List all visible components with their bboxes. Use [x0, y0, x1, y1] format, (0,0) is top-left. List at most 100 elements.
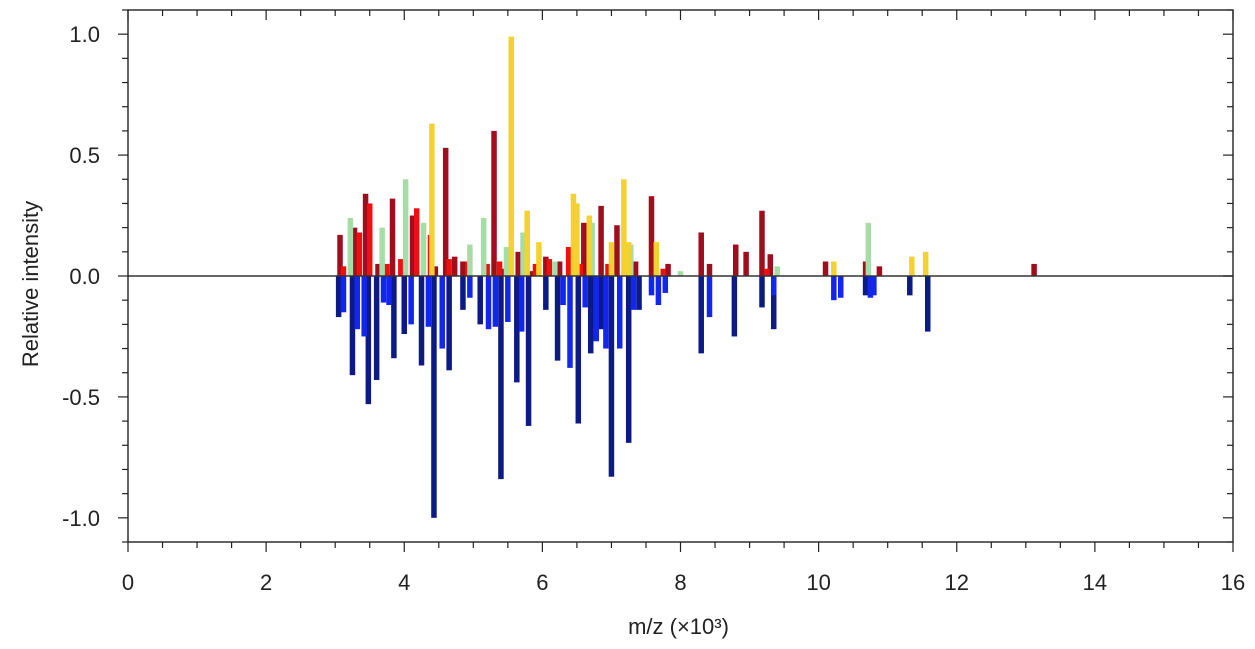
spectrum-bar	[822, 261, 829, 276]
spectrum-bar	[408, 276, 414, 325]
spectrum-bar	[865, 222, 872, 276]
spectrum-bar	[409, 215, 416, 276]
spectrum-bar	[862, 261, 869, 276]
spectrum-bar	[361, 276, 367, 337]
spectrum-bar	[366, 203, 373, 276]
spectrum-bar	[384, 263, 390, 276]
spectrum-bar	[759, 276, 765, 308]
x-tick-label: 6	[536, 570, 548, 595]
y-tick-label: 0.5	[69, 143, 100, 168]
spectrum-bar	[386, 276, 392, 306]
spectrum-bar	[402, 179, 409, 276]
spectrum-bar	[401, 276, 407, 335]
spectrum-bar	[347, 217, 354, 276]
spectrum-bar	[354, 276, 361, 330]
spectrum-bar	[432, 266, 439, 276]
spectrum-bar	[593, 276, 599, 342]
spectrum-bar	[442, 147, 449, 276]
spectrum-bar	[770, 276, 777, 330]
spectrum-bar	[429, 123, 435, 277]
spectrum-bar	[556, 261, 563, 276]
spectrum-bar	[677, 271, 684, 276]
spectrum-bar	[698, 276, 704, 354]
spectrum-bar	[446, 276, 452, 371]
spectrum-bar	[862, 276, 869, 296]
spectrum-bar	[589, 222, 595, 276]
spectrum-bar	[1031, 263, 1037, 276]
spectrum-bar	[505, 276, 511, 322]
spectrum-bar	[743, 251, 749, 276]
spectrum-bar	[625, 276, 632, 443]
spectrum-bar	[698, 232, 704, 276]
spectrum-bar	[418, 276, 425, 366]
spectrum-bar	[335, 276, 342, 318]
spectrum-bar	[636, 276, 642, 310]
spectrum-bar	[460, 261, 466, 276]
spectrum-bar	[492, 276, 499, 327]
spectrum-bar	[759, 210, 765, 276]
spectrum-bar	[340, 266, 347, 276]
spectrum-bar	[467, 276, 473, 298]
x-axis-title: m/z (×10³)	[628, 614, 729, 639]
spectrum-bar	[577, 263, 584, 276]
spectrum-bar	[616, 276, 623, 349]
spectrum-bar	[876, 266, 883, 276]
spectrum-bar	[543, 256, 549, 276]
spectrum-bar	[362, 193, 369, 276]
x-tick-label: 16	[1221, 570, 1245, 595]
spectrum-bar	[514, 276, 520, 383]
spectrum-bar	[554, 276, 561, 361]
spectrum-bar	[398, 259, 404, 276]
x-tick-label: 4	[398, 570, 410, 595]
spectrum-bar	[706, 263, 713, 276]
spectrum-bar	[653, 242, 660, 276]
spectrum-bar	[608, 242, 615, 276]
spectrum-bar	[499, 268, 506, 276]
spectrum-bar	[567, 276, 573, 368]
spectrum-bar	[496, 261, 503, 276]
spectrum-bar	[515, 251, 521, 276]
spectrum-bar	[605, 263, 611, 276]
spectrum-bar	[648, 196, 655, 276]
spectrum-bar	[480, 217, 487, 276]
spectrum-bar	[630, 276, 637, 310]
spectrum-bar	[425, 276, 432, 327]
tick-marks	[118, 9, 1234, 552]
spectrum-bar	[831, 276, 837, 301]
spectrum-bar	[570, 193, 577, 276]
spectrum-bar	[574, 203, 580, 276]
spectrum-bar	[625, 242, 632, 276]
spectrum-bar	[764, 268, 770, 276]
spectrum-bar	[546, 259, 553, 276]
spectrum-bar	[655, 276, 662, 306]
x-tick-label: 10	[806, 570, 830, 595]
x-tick-label: 14	[1083, 570, 1107, 595]
y-tick-label: 1.0	[69, 22, 100, 47]
spectrum-bar	[648, 276, 655, 296]
spectrum-bar	[536, 242, 542, 276]
spectrum-bar	[587, 276, 594, 354]
spectrum-bar	[451, 256, 458, 276]
bar-layer	[335, 36, 1037, 518]
spectrum-bar	[356, 232, 363, 276]
spectrum-bar	[491, 130, 497, 276]
spectrum-bar	[524, 210, 530, 276]
spectrum-bar	[662, 276, 669, 293]
spectrum-bar	[446, 259, 452, 276]
spectrum-bar	[543, 276, 549, 310]
spectrum-bar	[582, 276, 588, 308]
spectrum-bar	[525, 276, 532, 426]
spectrum-bar	[598, 205, 604, 276]
x-tick-labels: 0 2 4 6 8 10 12 14 16	[122, 570, 1245, 595]
spectrum-bar	[706, 276, 713, 318]
spectrum-bar	[520, 232, 526, 276]
spectrum-bar	[598, 276, 604, 330]
y-tick-label: -0.5	[62, 385, 100, 410]
spectrum-bar	[922, 251, 929, 276]
spectrum-bar	[532, 263, 539, 276]
spectrum-bar	[340, 276, 347, 313]
spectrum-bar	[365, 276, 372, 405]
spectrum-bar	[871, 276, 877, 296]
y-tick-label: 0.0	[69, 264, 100, 289]
